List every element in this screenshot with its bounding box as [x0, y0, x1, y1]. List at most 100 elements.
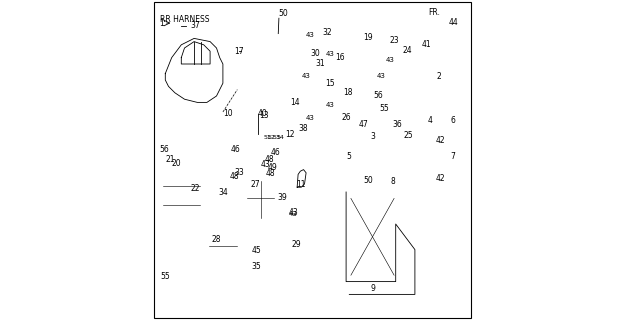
Text: 45: 45: [252, 246, 261, 255]
Text: 7: 7: [450, 152, 455, 161]
Ellipse shape: [202, 92, 218, 103]
Text: 1: 1: [159, 19, 164, 28]
Text: 18: 18: [343, 88, 352, 97]
Bar: [366, 38, 379, 51]
Ellipse shape: [249, 267, 256, 273]
Ellipse shape: [207, 95, 213, 100]
Ellipse shape: [362, 181, 366, 185]
Bar: [375, 46, 378, 50]
Text: FR.: FR.: [428, 8, 440, 17]
Ellipse shape: [250, 251, 256, 257]
Text: 51: 51: [264, 135, 272, 140]
Text: 43: 43: [289, 208, 298, 217]
Bar: [329, 67, 333, 75]
Ellipse shape: [336, 84, 346, 95]
Text: 6: 6: [450, 116, 455, 125]
Ellipse shape: [354, 127, 366, 140]
Ellipse shape: [288, 214, 291, 218]
Ellipse shape: [266, 168, 270, 171]
Bar: [241, 34, 308, 136]
Bar: [249, 106, 261, 122]
Ellipse shape: [388, 268, 401, 279]
Text: 12: 12: [285, 130, 295, 139]
Text: 23: 23: [389, 36, 399, 45]
Ellipse shape: [276, 14, 281, 18]
Bar: [340, 118, 346, 123]
Ellipse shape: [357, 131, 362, 137]
Text: 24: 24: [402, 46, 412, 55]
Text: 43: 43: [306, 32, 314, 37]
Text: 54: 54: [276, 135, 284, 140]
Bar: [431, 70, 444, 102]
Bar: [335, 67, 339, 75]
Bar: [274, 96, 287, 122]
Text: 53: 53: [272, 135, 280, 140]
Text: 42: 42: [436, 174, 446, 183]
Bar: [371, 46, 374, 50]
Text: 46: 46: [231, 145, 241, 154]
Bar: [319, 31, 335, 42]
Bar: [249, 122, 254, 128]
Text: 28: 28: [212, 235, 221, 244]
Text: 33: 33: [234, 168, 244, 177]
Text: 43: 43: [306, 115, 315, 121]
Bar: [449, 122, 458, 134]
Text: 14: 14: [290, 98, 300, 107]
Ellipse shape: [172, 95, 178, 100]
Text: 17: 17: [234, 47, 244, 56]
Polygon shape: [438, 9, 449, 18]
Bar: [256, 122, 261, 128]
Text: 30: 30: [310, 49, 320, 58]
Bar: [314, 63, 318, 67]
Text: 43: 43: [289, 211, 298, 217]
Text: 9: 9: [370, 284, 375, 293]
Bar: [328, 54, 349, 77]
Text: 21: 21: [165, 155, 175, 164]
Text: 43: 43: [261, 160, 271, 169]
Bar: [277, 122, 282, 128]
Text: 5: 5: [346, 152, 351, 161]
Bar: [237, 70, 241, 128]
Text: 34: 34: [218, 188, 228, 197]
Ellipse shape: [368, 138, 372, 142]
Bar: [432, 75, 443, 80]
Bar: [209, 234, 237, 263]
Text: 27: 27: [250, 180, 260, 189]
Ellipse shape: [276, 198, 282, 203]
Bar: [216, 192, 224, 198]
Text: 44: 44: [449, 18, 458, 27]
Text: 48: 48: [229, 172, 239, 181]
Bar: [423, 120, 438, 138]
Text: 52: 52: [268, 135, 276, 140]
Text: RR HARNESS: RR HARNESS: [159, 15, 209, 24]
Ellipse shape: [367, 281, 381, 292]
Bar: [268, 130, 272, 134]
Text: 19: 19: [364, 33, 373, 42]
Ellipse shape: [232, 172, 237, 176]
Bar: [188, 174, 194, 179]
Bar: [162, 163, 199, 226]
Ellipse shape: [162, 223, 169, 228]
Text: 22: 22: [191, 184, 201, 193]
Bar: [287, 96, 296, 115]
Bar: [260, 130, 264, 134]
Text: 42: 42: [436, 136, 446, 145]
Text: 13: 13: [260, 111, 269, 120]
Bar: [252, 130, 256, 134]
Text: 35: 35: [251, 262, 261, 271]
Bar: [324, 85, 336, 98]
Ellipse shape: [297, 75, 301, 77]
Bar: [432, 96, 443, 101]
Text: 38: 38: [298, 124, 308, 132]
Ellipse shape: [167, 92, 183, 103]
Text: 2: 2: [436, 72, 441, 81]
Bar: [249, 90, 261, 102]
Bar: [256, 135, 259, 139]
Ellipse shape: [185, 24, 190, 28]
Text: 31: 31: [315, 59, 324, 68]
Bar: [432, 82, 443, 87]
Ellipse shape: [301, 33, 304, 36]
Ellipse shape: [302, 116, 305, 119]
Bar: [261, 102, 274, 122]
Text: 43: 43: [325, 102, 334, 108]
